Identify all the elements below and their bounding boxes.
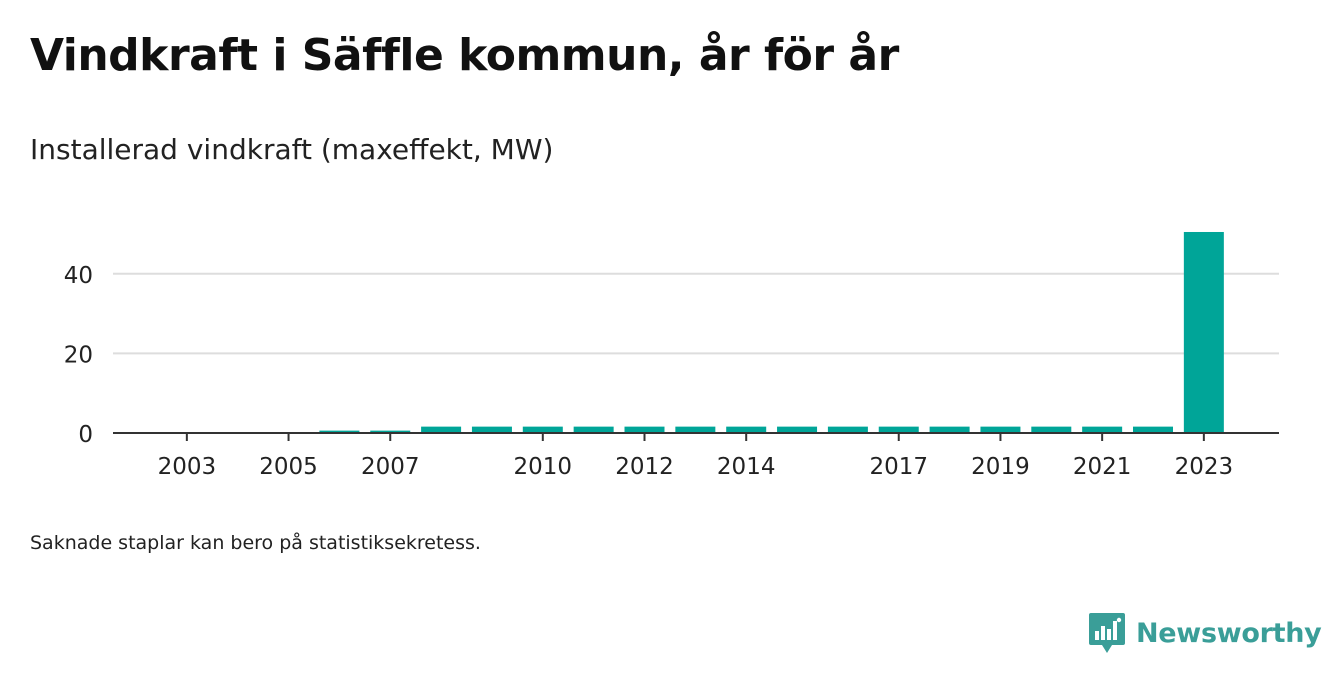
y-tick-label: 0 xyxy=(78,422,93,448)
y-tick-label: 40 xyxy=(64,263,93,289)
footnote: Saknade staplar kan bero på statistiksek… xyxy=(30,532,481,554)
bar xyxy=(777,426,818,433)
newsworthy-brand[interactable]: Newsworthy xyxy=(1088,612,1322,654)
x-tick-label: 2012 xyxy=(615,454,674,480)
bar xyxy=(319,430,360,433)
bar xyxy=(1031,426,1072,433)
bar xyxy=(1082,426,1123,433)
bar xyxy=(471,426,512,433)
bar xyxy=(624,426,665,433)
newsworthy-logo-icon xyxy=(1089,613,1125,653)
x-tick-label: 2017 xyxy=(869,454,928,480)
y-tick-label: 20 xyxy=(64,342,93,368)
x-tick-label: 2010 xyxy=(514,454,573,480)
bar xyxy=(421,426,462,433)
axes xyxy=(113,432,1279,441)
bars xyxy=(319,231,1224,433)
bar xyxy=(1133,426,1173,433)
bar xyxy=(980,426,1021,433)
gridlines xyxy=(113,272,1279,355)
x-tick-label: 2019 xyxy=(971,454,1030,480)
bar xyxy=(522,426,563,433)
x-tick-label: 2007 xyxy=(361,454,420,480)
x-tick-label: 2014 xyxy=(717,454,776,480)
bar xyxy=(827,426,868,433)
x-tick-label: 2005 xyxy=(259,454,318,480)
brand-name: Newsworthy xyxy=(1136,617,1322,649)
bar xyxy=(370,430,411,433)
x-tick-label: 2021 xyxy=(1073,454,1132,480)
bar xyxy=(675,426,716,433)
tick-labels: 0 20 40 2003 2005 2007 2010 2012 2014 2017 2019 202… xyxy=(64,263,1233,480)
bar xyxy=(726,426,767,433)
bar xyxy=(878,426,919,433)
x-tick-label: 2003 xyxy=(158,454,217,480)
bar xyxy=(1183,231,1224,433)
x-tick-label: 2023 xyxy=(1175,454,1234,480)
bar xyxy=(929,426,970,433)
chart-title: Vindkraft i Säffle kommun, år för år xyxy=(30,30,899,81)
bar xyxy=(573,426,614,433)
chart-subtitle: Installerad vindkraft (maxeffekt, MW) xyxy=(30,133,554,166)
